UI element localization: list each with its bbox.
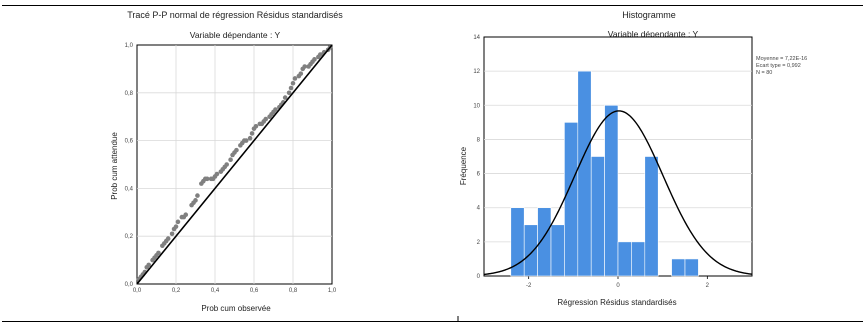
pp-title: Tracé P-P normal de régression Résidus s… — [127, 10, 343, 20]
pp-xtick-label: 0,4 — [211, 288, 220, 294]
pp-point — [234, 147, 239, 153]
hist-normal-curve — [483, 110, 753, 276]
pp-point — [247, 135, 253, 141]
hist-title: Histogramme — [622, 10, 676, 20]
pp-ytick-label: 0,4 — [125, 186, 134, 192]
hist-bar — [604, 104, 619, 277]
pp-plot: 0,0 0,2 0,4 0,6 0,8 1,0 0,0 0,2 0,4 0,6 0,8 1,0 — [125, 43, 337, 294]
pp-point — [214, 171, 220, 177]
pp-point — [224, 162, 229, 167]
hist-bar — [577, 70, 592, 277]
hist-subtitle: Variable dépendante : Y — [608, 29, 699, 39]
pp-point — [165, 236, 171, 241]
pp-point — [169, 231, 175, 237]
pp-ytick-label: 0,6 — [125, 139, 134, 145]
pp-point — [292, 76, 298, 81]
pp-point — [273, 107, 278, 112]
hist-legend-mean: Moyenne = 7,22E-16 — [756, 56, 807, 62]
hist-bar — [631, 241, 646, 277]
histogram-plot: 0 2 4 6 8 10 12 14 -2 0 2 — [473, 35, 753, 289]
hist-ytick-label: 10 — [473, 103, 480, 109]
pp-point — [253, 123, 259, 129]
top-rule — [2, 5, 863, 6]
pp-point — [193, 198, 198, 203]
pp-point — [146, 262, 151, 268]
hist-ytick-label: 4 — [477, 206, 481, 212]
pp-point — [312, 57, 317, 62]
hist-legend-sd: Ecart type = 0,992 — [756, 63, 801, 69]
hist-ytick-label: 6 — [477, 172, 481, 178]
pp-point — [302, 64, 308, 69]
pp-point — [156, 250, 161, 256]
pp-point — [243, 138, 249, 143]
pp-subtitle: Variable dépendante : Y — [190, 30, 281, 40]
hist-bar — [510, 207, 525, 277]
hist-xtick-label: -2 — [526, 283, 532, 289]
hist-bar — [684, 258, 699, 277]
pp-xtick-label: 1,0 — [328, 288, 337, 294]
pp-ytick-label: 1,0 — [125, 43, 134, 49]
hist-ytick-label: 2 — [477, 240, 481, 246]
bottom-rule — [2, 321, 863, 322]
hist-legend-n: N = 80 — [756, 70, 772, 76]
pp-xtick-label: 0,6 — [250, 288, 259, 294]
pp-point — [183, 212, 189, 217]
pp-point — [173, 224, 179, 229]
hist-xtick-label: 2 — [706, 283, 710, 289]
hist-xlabel: Régression Résidus standardisés — [557, 298, 676, 307]
pp-ytick-label: 0,8 — [125, 91, 134, 97]
pp-ytick-label: 0,2 — [125, 234, 134, 240]
hist-ylabel: Fréquence — [459, 146, 468, 185]
pp-point — [286, 90, 292, 96]
pp-point — [298, 71, 304, 76]
hist-bar — [564, 122, 579, 277]
pp-reference-line — [136, 44, 333, 285]
hist-xtick-label: 0 — [616, 283, 620, 289]
pp-point — [195, 193, 200, 198]
hist-bar — [644, 156, 659, 277]
hist-bar — [523, 224, 538, 277]
hist-bar — [590, 156, 605, 277]
pp-point — [290, 80, 296, 86]
pp-point — [228, 157, 233, 163]
pp-point — [263, 116, 269, 122]
pp-ylabel: Prob cum attendue — [110, 132, 119, 200]
pp-point — [204, 176, 210, 182]
pp-xtick-label: 0,0 — [133, 288, 142, 294]
pp-xlabel: Prob cum observée — [201, 304, 271, 313]
hist-ytick-label: 12 — [473, 69, 480, 75]
hist-bar — [617, 241, 632, 277]
hist-ytick-label: 14 — [473, 35, 480, 41]
pp-point — [282, 95, 288, 100]
hist-bar — [671, 258, 686, 277]
hist-bar — [550, 224, 565, 277]
hist-ytick-label: 0 — [477, 274, 481, 280]
pp-xtick-label: 0,8 — [289, 288, 298, 294]
hist-ytick-label: 8 — [477, 137, 481, 143]
pp-xtick-label: 0,2 — [172, 288, 181, 294]
pp-point — [175, 219, 181, 225]
pp-ytick-label: 0,0 — [125, 282, 134, 288]
pp-point — [288, 85, 294, 91]
pp-point — [249, 131, 255, 136]
